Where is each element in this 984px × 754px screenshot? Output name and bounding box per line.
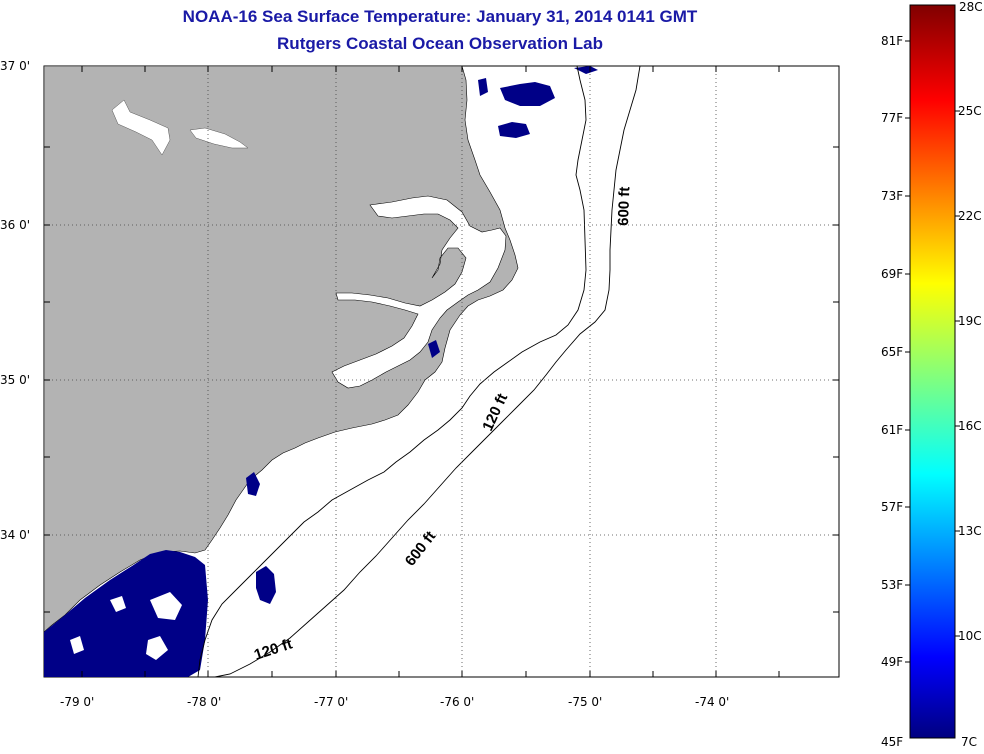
lat-label: 37 0' bbox=[0, 59, 30, 73]
inland-lake bbox=[111, 99, 171, 156]
inland-lake bbox=[189, 127, 249, 149]
contour-label: 600 ft bbox=[615, 186, 633, 226]
cold-water-patches bbox=[44, 66, 598, 677]
contour-120ft-north bbox=[197, 65, 587, 678]
lat-label: 35 0' bbox=[0, 373, 30, 387]
celsius-label: 10C bbox=[958, 629, 982, 643]
celsius-label: 22C bbox=[958, 209, 982, 223]
celsius-label: 19C bbox=[958, 314, 982, 328]
fahrenheit-label: 77F bbox=[881, 111, 903, 125]
lat-label: 36 0' bbox=[0, 218, 30, 232]
map-subtitle: Rutgers Coastal Ocean Observation Lab bbox=[277, 34, 603, 53]
fahrenheit-label: 81F bbox=[881, 34, 903, 48]
lat-label: 34 0' bbox=[0, 528, 30, 542]
fahrenheit-label: 61F bbox=[881, 423, 903, 437]
graticule bbox=[44, 66, 839, 677]
colorbar-bottom-celsius: 7C bbox=[961, 735, 977, 749]
lon-label: -77 0' bbox=[314, 695, 348, 709]
lon-label: -74 0' bbox=[695, 695, 729, 709]
colorbar-max-label: 28C bbox=[959, 0, 983, 14]
celsius-label: 13C bbox=[958, 524, 982, 538]
pamlico-sound bbox=[331, 195, 507, 389]
contour-600ft bbox=[214, 65, 641, 678]
colorbar bbox=[909, 4, 956, 739]
fahrenheit-label: 49F bbox=[881, 655, 903, 669]
fahrenheit-label: 53F bbox=[881, 578, 903, 592]
lon-label: -76 0' bbox=[440, 695, 474, 709]
map-title: NOAA-16 Sea Surface Temperature: January… bbox=[182, 7, 698, 26]
fahrenheit-label: 65F bbox=[881, 345, 903, 359]
colorbar-min-label: 45F bbox=[881, 735, 903, 749]
fahrenheit-label: 69F bbox=[881, 267, 903, 281]
celsius-label: 25C bbox=[958, 104, 982, 118]
colorbar-ticks bbox=[905, 40, 960, 663]
lon-label: -78 0' bbox=[187, 695, 221, 709]
lon-label: -75 0' bbox=[568, 695, 602, 709]
celsius-label: 16C bbox=[958, 419, 982, 433]
cloud-gaps bbox=[70, 592, 182, 660]
fahrenheit-label: 57F bbox=[881, 500, 903, 514]
lon-label: -79 0' bbox=[60, 695, 94, 709]
axis-ticks bbox=[44, 66, 839, 677]
fahrenheit-label: 73F bbox=[881, 189, 903, 203]
